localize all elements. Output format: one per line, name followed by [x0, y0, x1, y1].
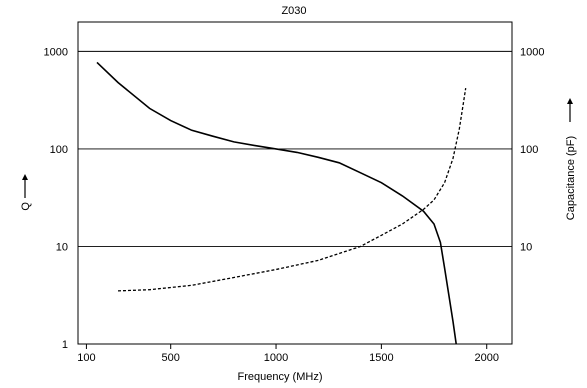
x-tick-label-500: 500 — [162, 352, 180, 364]
plot-frame — [77, 21, 513, 345]
y-tick-label-left-1000: 1000 — [44, 46, 68, 58]
y-tick-label-right-1000: 1000 — [520, 46, 544, 58]
y-tick-label-right-10: 10 — [520, 241, 532, 253]
y-tick-label-left-10: 10 — [56, 241, 68, 253]
tick-layer: 1 10 100 1000 10 100 1000 100 500 1000 1500 2000 — [44, 46, 545, 364]
series-line-dashed — [117, 88, 467, 292]
y-axis-right-title: Capacitance (pF) — [565, 98, 577, 220]
y-tick-label-left-100: 100 — [50, 144, 68, 156]
x-tick-label-1500: 1500 — [369, 352, 393, 364]
y-axis-right-arrow-head — [567, 98, 573, 104]
y-tick-label-left-1: 1 — [62, 339, 68, 351]
y-axis-right-label: Capacitance (pF) — [565, 136, 577, 220]
y-axis-left-arrow-head — [22, 174, 28, 180]
y-axis-left-title: Q — [20, 174, 32, 211]
x-tick-label-1000: 1000 — [264, 352, 288, 364]
x-tick-label-2000: 2000 — [474, 352, 498, 364]
x-axis-title: Frequency (MHz) — [238, 371, 323, 383]
series-line-solid — [96, 61, 457, 345]
y-tick-label-right-100: 100 — [520, 144, 538, 156]
y-axis-left-label: Q — [20, 202, 32, 211]
series-layer — [96, 61, 467, 345]
x-tick-label-100: 100 — [77, 352, 95, 364]
chart-title: Z030 — [281, 5, 306, 17]
grid-layer — [78, 50, 512, 247]
